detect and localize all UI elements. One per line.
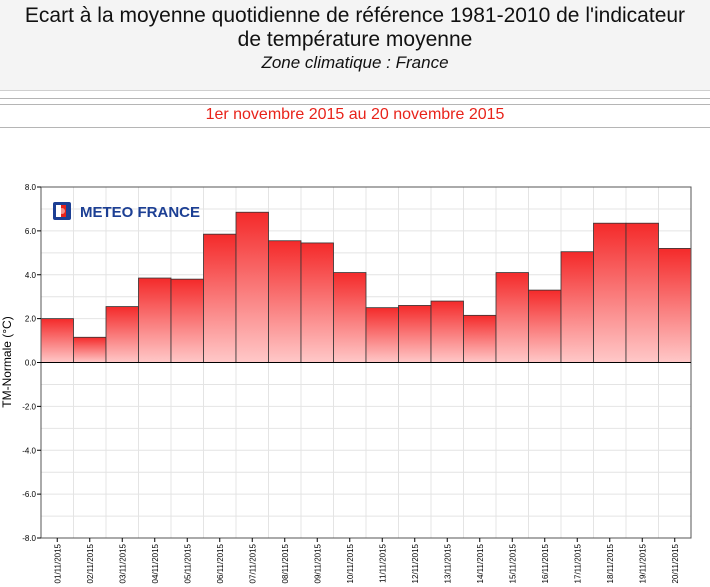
y-tick-labels: 8.0 6.0 4.0 2.0 0.0 -2.0 -4.0 -6.0 -8.0 (22, 183, 41, 543)
bar (625, 222, 659, 363)
x-tick-label: 03/11/2015 (118, 543, 127, 583)
x-tick-label: 19/11/2015 (638, 543, 647, 583)
bar (40, 318, 74, 363)
y-tick-label: -8.0 (22, 534, 36, 543)
y-tick-label: -4.0 (22, 446, 36, 455)
x-tick-label: 10/11/2015 (346, 543, 355, 583)
period-band: 1er novembre 2015 au 20 novembre 2015 (0, 104, 710, 128)
bar (138, 277, 172, 363)
y-axis-label: TM-Normale (°C) (0, 316, 14, 407)
x-tick-label: 15/11/2015 (508, 543, 517, 583)
x-tick-label: 07/11/2015 (248, 543, 257, 583)
bar (463, 314, 497, 363)
bar (268, 240, 302, 363)
period-label: 1er novembre 2015 au 20 novembre 2015 (205, 106, 505, 123)
x-tick-label: 08/11/2015 (281, 543, 290, 583)
y-tick-label: -2.0 (22, 402, 36, 411)
chart-title-line-1: Ecart à la moyenne quotidienne de référe… (24, 4, 686, 27)
chart-title-line-2: de température moyenne (237, 28, 473, 51)
bar (300, 242, 334, 363)
chart-header: Ecart à la moyenne quotidienne de référe… (0, 0, 710, 91)
x-tick-label: 20/11/2015 (671, 543, 680, 583)
x-tick-label: 16/11/2015 (541, 543, 550, 583)
x-tick-label: 02/11/2015 (86, 543, 95, 583)
bar (73, 336, 107, 363)
meteo-france-logo-icon (53, 202, 71, 220)
bar (105, 306, 139, 363)
x-tick-label: 14/11/2015 (476, 543, 485, 583)
logo-text: METEO FRANCE (80, 204, 200, 221)
x-tick-label: 11/11/2015 (378, 543, 387, 582)
bar (203, 233, 237, 363)
x-tick-label: 17/11/2015 (573, 543, 582, 583)
bar (333, 272, 367, 363)
bar (365, 307, 399, 363)
bar (430, 300, 464, 363)
y-tick-label: 6.0 (25, 227, 37, 236)
x-tick-label: 13/11/2015 (443, 543, 452, 583)
y-tick-label: 2.0 (25, 315, 37, 324)
y-tick-label: 4.0 (25, 271, 37, 280)
bar (528, 289, 562, 363)
chart-subtitle: Zone climatique : France (261, 53, 449, 72)
x-tick-label: 05/11/2015 (183, 543, 192, 583)
y-tick-label: 0.0 (25, 359, 37, 368)
bar (170, 278, 204, 363)
x-tick-label: 18/11/2015 (606, 543, 615, 583)
x-tick-label: 09/11/2015 (313, 543, 322, 583)
bar (658, 248, 692, 363)
meteo-france-logo: METEO FRANCE (53, 202, 200, 221)
y-tick-label: -6.0 (22, 490, 36, 499)
bar (495, 272, 529, 363)
x-tick-labels: 01/11/2015 02/11/2015 03/11/2015 04/11/2015… (53, 538, 680, 583)
y-tick-label: 8.0 (25, 183, 37, 192)
divider (0, 98, 710, 99)
x-tick-label: 04/11/2015 (151, 543, 160, 583)
bar (560, 251, 594, 363)
x-tick-label: 06/11/2015 (216, 543, 225, 583)
x-tick-label: 01/11/2015 (53, 543, 62, 583)
bar (593, 222, 627, 363)
bar (398, 305, 432, 363)
x-tick-label: 12/11/2015 (411, 543, 420, 583)
bar (235, 211, 269, 363)
